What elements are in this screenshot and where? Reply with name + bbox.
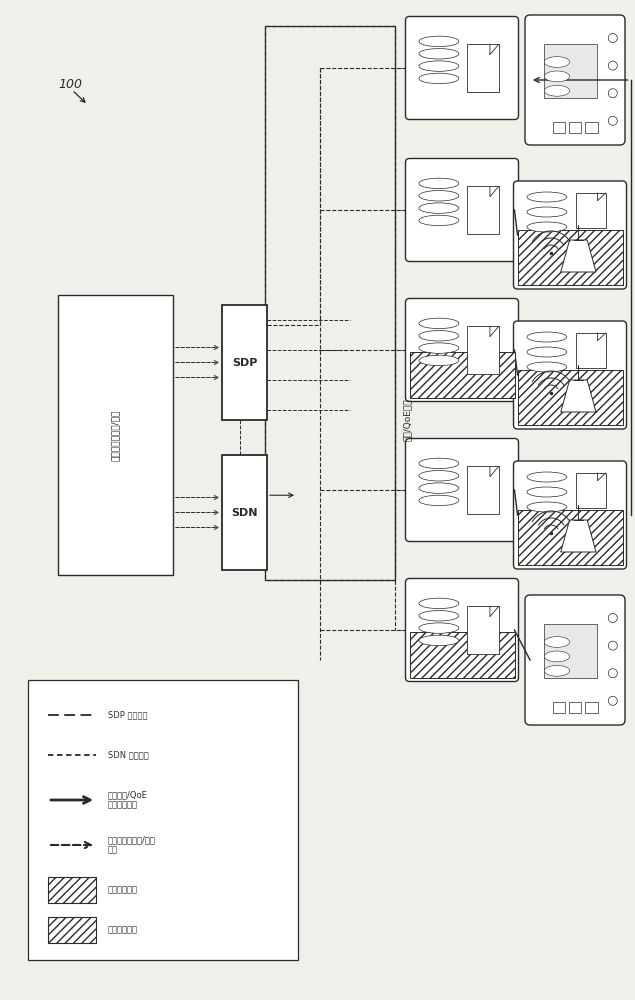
- Ellipse shape: [544, 637, 570, 647]
- Bar: [577, 333, 606, 368]
- Text: SDP: SDP: [232, 358, 257, 367]
- Ellipse shape: [419, 178, 459, 189]
- Ellipse shape: [544, 85, 570, 96]
- Ellipse shape: [419, 61, 459, 71]
- Bar: [265, 25, 395, 580]
- Ellipse shape: [527, 362, 567, 372]
- Bar: [585, 702, 598, 713]
- Bar: [467, 186, 498, 234]
- Text: SDP 配置信息: SDP 配置信息: [108, 710, 147, 720]
- Ellipse shape: [419, 49, 459, 59]
- Ellipse shape: [419, 623, 459, 633]
- Circle shape: [608, 669, 617, 678]
- Bar: [48, 877, 96, 903]
- FancyBboxPatch shape: [514, 461, 627, 569]
- Ellipse shape: [527, 332, 567, 342]
- Ellipse shape: [527, 207, 567, 217]
- Ellipse shape: [419, 355, 459, 366]
- Bar: [467, 326, 498, 374]
- Bar: [58, 295, 173, 575]
- Text: 元整功能节点: 元整功能节点: [108, 886, 138, 894]
- Bar: [265, 25, 395, 580]
- Ellipse shape: [544, 665, 570, 676]
- Bar: [28, 680, 298, 960]
- Bar: [222, 455, 267, 570]
- Ellipse shape: [419, 73, 459, 84]
- Ellipse shape: [527, 472, 567, 482]
- Ellipse shape: [419, 598, 459, 609]
- FancyBboxPatch shape: [406, 578, 519, 682]
- Bar: [222, 305, 267, 420]
- Text: 网络/QoE状态: 网络/QoE状态: [403, 399, 412, 441]
- Ellipse shape: [419, 635, 459, 646]
- Ellipse shape: [419, 495, 459, 506]
- Bar: [518, 230, 622, 285]
- Ellipse shape: [419, 331, 459, 341]
- FancyBboxPatch shape: [406, 298, 519, 401]
- Ellipse shape: [527, 502, 567, 512]
- Bar: [467, 466, 498, 514]
- Circle shape: [608, 61, 617, 70]
- Bar: [467, 44, 498, 92]
- Circle shape: [608, 641, 617, 650]
- Ellipse shape: [544, 57, 570, 67]
- FancyBboxPatch shape: [406, 158, 519, 261]
- Bar: [410, 352, 514, 397]
- Text: 网络状态/QoE
传送状态信息: 网络状态/QoE 传送状态信息: [108, 790, 148, 810]
- Bar: [544, 624, 597, 678]
- Bar: [569, 122, 581, 133]
- Ellipse shape: [544, 651, 570, 662]
- Circle shape: [608, 89, 617, 98]
- Bar: [544, 44, 597, 98]
- Circle shape: [608, 33, 617, 42]
- Bar: [552, 702, 565, 713]
- Bar: [410, 632, 514, 678]
- Ellipse shape: [419, 611, 459, 621]
- FancyBboxPatch shape: [514, 181, 627, 289]
- Bar: [585, 122, 598, 133]
- Bar: [552, 122, 565, 133]
- Bar: [518, 370, 622, 425]
- Bar: [577, 473, 606, 508]
- Ellipse shape: [527, 487, 567, 497]
- Ellipse shape: [419, 343, 459, 353]
- Ellipse shape: [419, 458, 459, 469]
- Ellipse shape: [419, 36, 459, 47]
- Circle shape: [608, 696, 617, 705]
- Ellipse shape: [419, 471, 459, 481]
- Circle shape: [608, 613, 617, 622]
- Ellipse shape: [527, 222, 567, 232]
- Ellipse shape: [527, 347, 567, 357]
- Ellipse shape: [419, 483, 459, 493]
- Bar: [577, 193, 606, 228]
- Ellipse shape: [419, 318, 459, 329]
- FancyBboxPatch shape: [406, 438, 519, 542]
- Bar: [467, 606, 498, 654]
- Ellipse shape: [419, 215, 459, 226]
- Bar: [48, 917, 96, 943]
- Ellipse shape: [419, 203, 459, 213]
- FancyBboxPatch shape: [514, 321, 627, 429]
- Polygon shape: [561, 520, 596, 552]
- Circle shape: [608, 116, 617, 125]
- Text: 100: 100: [58, 79, 82, 92]
- Text: SDN: SDN: [231, 508, 258, 518]
- Text: 计算机应用程序/服务: 计算机应用程序/服务: [111, 409, 120, 461]
- Ellipse shape: [544, 71, 570, 82]
- Bar: [518, 510, 622, 565]
- Polygon shape: [561, 380, 596, 412]
- FancyBboxPatch shape: [525, 15, 625, 145]
- Text: 部分功能节点: 部分功能节点: [108, 926, 138, 934]
- Ellipse shape: [527, 192, 567, 202]
- FancyBboxPatch shape: [406, 16, 519, 119]
- Bar: [569, 702, 581, 713]
- FancyBboxPatch shape: [525, 595, 625, 725]
- Polygon shape: [561, 240, 596, 272]
- Ellipse shape: [419, 191, 459, 201]
- Text: 计算机应用程序/服务
请求: 计算机应用程序/服务 请求: [108, 835, 156, 855]
- Text: SDN 配置信息: SDN 配置信息: [108, 750, 149, 760]
